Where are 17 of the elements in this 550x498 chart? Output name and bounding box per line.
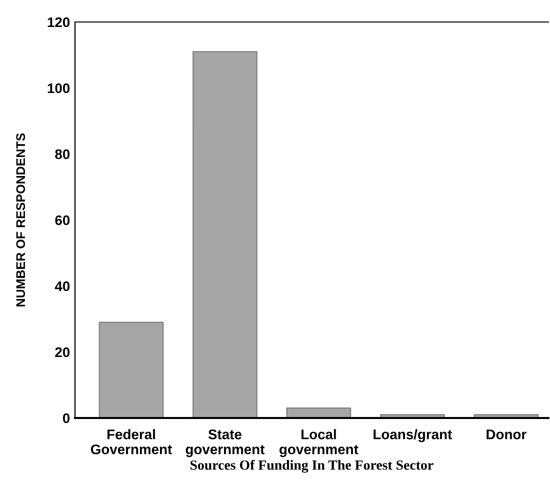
bar (98, 322, 164, 418)
y-tick-label: 100 (48, 83, 70, 94)
y-tick-label: 80 (55, 149, 70, 160)
y-tick-label: 20 (55, 347, 70, 358)
x-tick-label: State government (186, 429, 265, 458)
bar (192, 51, 258, 418)
x-tick-label: Loans/grant (374, 429, 452, 442)
x-tick-label: Local government (280, 429, 358, 458)
bar (286, 408, 352, 418)
y-tick-label: 60 (55, 215, 70, 226)
x-tick-label: Federal Government (90, 429, 172, 454)
x-axis-title: Sources Of Funding In The Forest Sector (190, 460, 434, 473)
y-tick-label: 0 (62, 413, 70, 424)
y-tick-label: 120 (48, 17, 70, 28)
y-tick-label: 40 (54, 281, 70, 292)
y-axis-title: NUMBER OF RESPONDENTS (16, 133, 26, 306)
x-tick-label: Donor (486, 430, 526, 440)
